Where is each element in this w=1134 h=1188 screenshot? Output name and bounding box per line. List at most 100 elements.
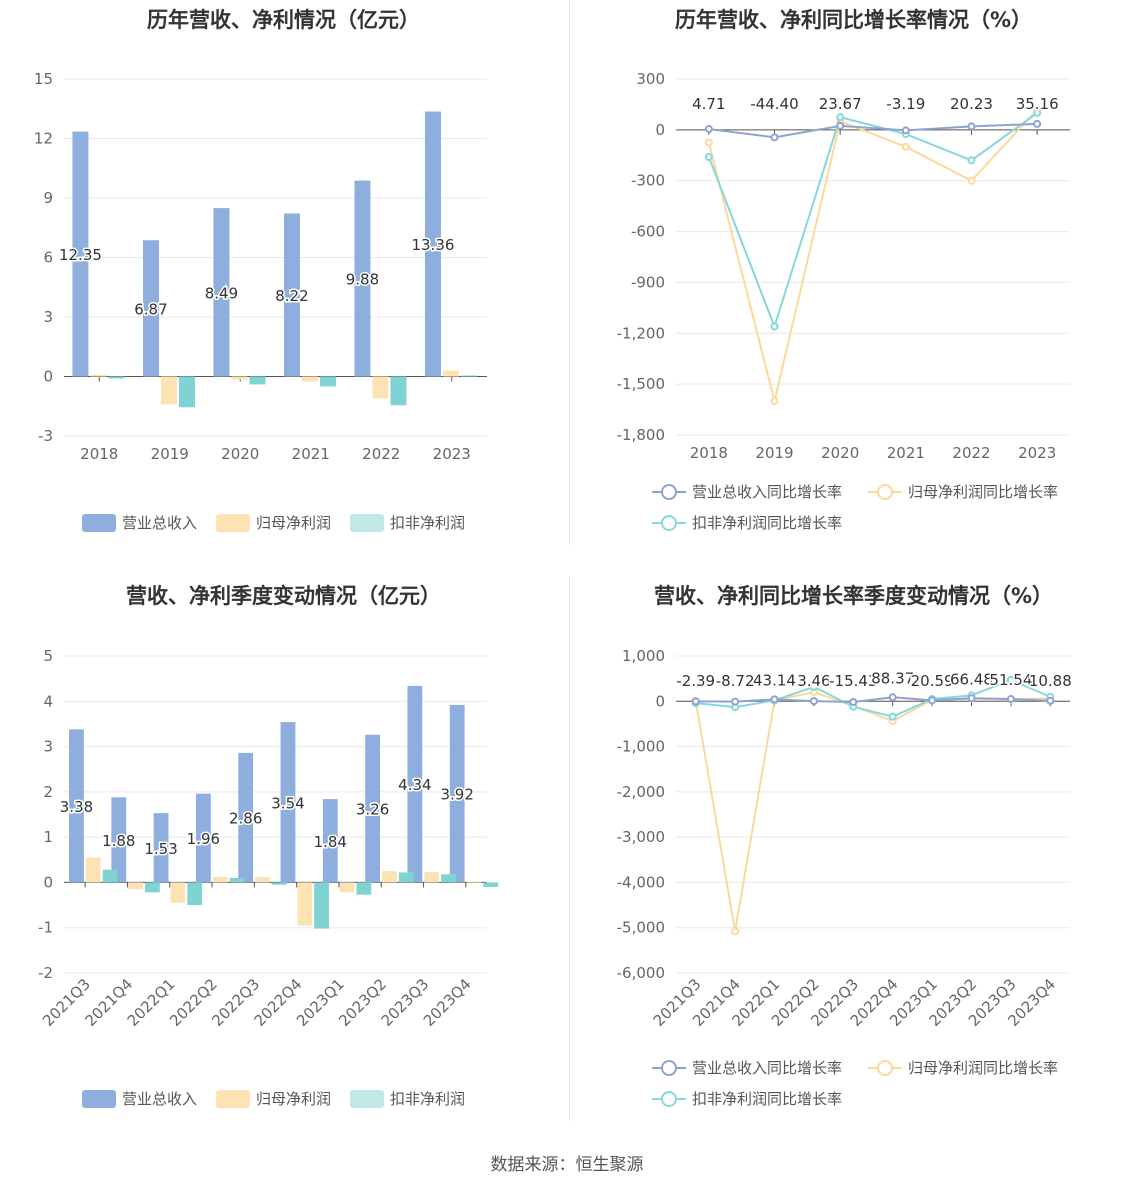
point-revenue-growth [928,696,937,705]
x-tick-label: 2020 [221,445,259,463]
point-revenue-growth [967,122,976,131]
y-tick-label: -4,000 [617,873,665,891]
quarterly-growth-title: 营收、净利同比增长率季度变动情况（%） [653,584,1054,608]
legend-label-deducted-growth: 扣非净利润同比增长率 [692,514,843,532]
bar-net-profit [442,370,459,377]
point-revenue-growth [901,126,910,135]
data-label: 13.36 [411,236,454,254]
point-revenue-growth [888,693,897,702]
bar-revenue [238,752,254,883]
legend-label-q-deducted-growth: 扣非净利润同比增长率 [692,1090,843,1108]
vertical-divider-bottom [569,576,570,1121]
bar-deducted [102,869,118,883]
data-label: 20.23 [950,95,993,113]
bar-revenue [153,813,169,883]
point-deducted-growth [1006,676,1015,685]
data-label: 35.16 [1016,95,1059,113]
bar-deducted [460,375,477,377]
bar-deducted [483,882,499,887]
data-label: 66.48 [950,670,993,688]
bar-deducted [441,874,456,883]
x-tick-label: 2019 [151,445,189,463]
point-net-profit-growth [731,927,740,936]
y-tick-label: -3,000 [617,828,665,846]
legend-item-q-revenue-growth[interactable]: 营业总收入同比增长率 [652,1057,842,1078]
bar-net-profit [301,376,318,382]
y-tick-label: 0 [43,873,53,891]
data-label: 3.26 [356,801,389,819]
legend-swatch-q-net-profit [216,1089,250,1108]
legend-item-net-profit[interactable]: 归母净利润 [216,512,331,533]
y-tick-label: 0 [655,692,665,710]
data-label: 2.86 [229,810,262,828]
legend-swatch-net-profit-growth [868,483,902,501]
data-label: 3.92 [440,786,473,804]
quarterly-growth-panel: 营收、净利同比增长率季度变动情况（%） -6,000 -5,000 -4,000 -3… [570,576,1134,1146]
bar-revenue [365,734,380,883]
legend-item-net-profit-growth[interactable]: 归母净利润同比增长率 [868,481,1058,502]
legend-item-q-deducted[interactable]: 扣非净利润 [350,1088,465,1109]
legend-item-q-deducted-growth[interactable]: 扣非净利润同比增长率 [652,1088,842,1109]
y-tick-label: 9 [43,189,53,207]
data-label: 1.84 [314,833,347,851]
legend-item-revenue[interactable]: 营业总收入 [82,512,197,533]
y-tick-label: -2 [38,964,53,982]
legend-item-q-net-profit-growth[interactable]: 归母净利润同比增长率 [868,1057,1058,1078]
bar-net-profit [231,376,248,380]
bar-revenue [283,213,300,377]
bar-net-profit [212,876,228,883]
annual-growth-title: 历年营收、净利同比增长率情况（%） [674,8,1033,32]
legend-item-q-revenue[interactable]: 营业总收入 [82,1088,197,1109]
series-line-deducted-growth [707,112,1038,330]
point-net-profit-growth [770,397,779,406]
point-deducted-growth [1033,108,1042,117]
legend-item-q-net-profit[interactable]: 归母净利润 [216,1088,331,1109]
point-revenue-growth [1006,694,1015,703]
annual-values-panel: 历年营收、净利情况（亿元） -3 0 3 6 9 12 15 2018 2019 2020 2021… [0,0,567,570]
point-net-profit-growth [967,176,976,185]
data-label: 23.67 [819,95,862,113]
y-tick-label: 4 [43,692,53,710]
data-label: 6.87 [134,300,167,318]
legend-swatch-deducted-growth [652,514,686,532]
point-deducted-growth [836,113,845,122]
legend-item-deducted-growth[interactable]: 扣非净利润同比增长率 [652,512,842,533]
x-tick-label: 2019 [755,444,793,462]
data-label: -44.40 [750,95,798,113]
legend-swatch-net-profit [216,513,250,532]
legend-swatch-q-deducted [350,1089,384,1108]
y-tick-label: 300 [636,70,665,88]
data-label: 1.53 [144,840,177,858]
bar-revenue [280,722,296,883]
y-tick-label: 3 [43,738,53,756]
quarterly-values-title: 营收、净利季度变动情况（亿元） [126,584,441,608]
legend-swatch-revenue-growth [652,483,686,501]
bar-net-profit [90,374,107,377]
data-label: -8.72 [716,672,755,690]
bar-revenue [424,111,441,377]
y-tick-label: -6,000 [617,964,665,982]
legend-item-revenue-growth[interactable]: 营业总收入同比增长率 [652,481,842,502]
bar-revenue [449,704,465,883]
legend-label-deducted: 扣非净利润 [390,514,466,532]
bar-net-profit [297,882,313,926]
bar-revenue [354,180,371,377]
legend-item-deducted[interactable]: 扣非净利润 [350,512,465,533]
series-line-net-profit-growth [707,108,1038,402]
y-tick-label: 1 [43,828,53,846]
bar-deducted [271,882,287,885]
data-label: 9.88 [346,271,379,289]
bar-deducted [144,882,160,893]
data-label: 51.54 [989,671,1032,689]
y-tick-label: -5,000 [617,919,665,937]
data-label: 10.88 [1029,672,1072,690]
point-net-profit-growth [901,142,910,151]
y-tick-label: -1,800 [617,426,665,444]
y-tick-label: 5 [43,647,53,665]
x-tick-label: 2022 [362,445,400,463]
point-revenue-growth [1046,696,1055,705]
legend-swatch-q-deducted-growth [652,1090,686,1108]
x-tick-label: 2020 [821,444,859,462]
bar-deducted [390,376,407,406]
series-line-net-profit-growth [694,691,1051,932]
